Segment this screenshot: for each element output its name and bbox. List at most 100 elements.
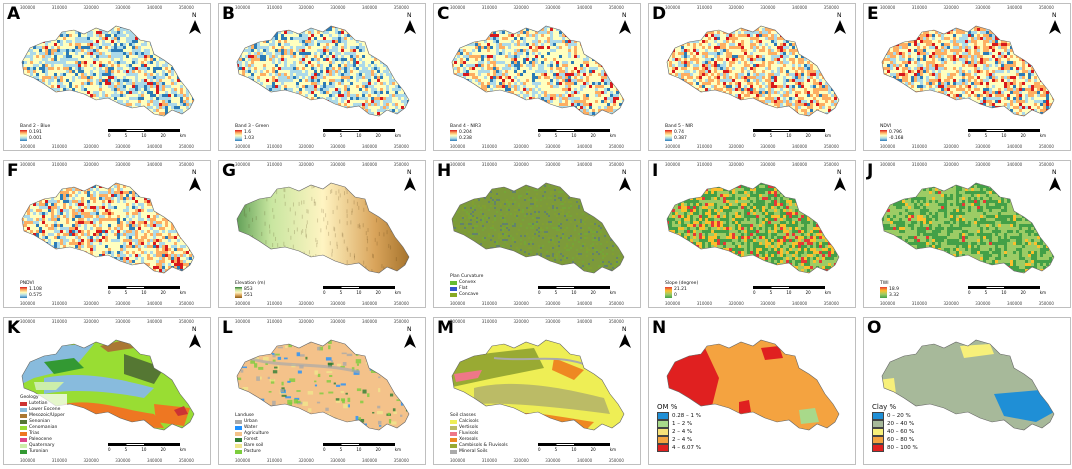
legend-swatch xyxy=(450,426,457,430)
tick-label: 350000 xyxy=(178,144,194,149)
tick-label: 350000 xyxy=(823,301,839,306)
legend: Slope (degree) 21.21 0 xyxy=(663,280,701,299)
legend-item-label: Lower Eocene xyxy=(29,407,61,412)
tick-label: 320000 xyxy=(83,319,99,324)
scale-value: 0 xyxy=(753,133,756,138)
legend-item: 20 – 40 % xyxy=(872,420,918,428)
scale-value: 10 xyxy=(141,290,147,295)
basin-map xyxy=(21,25,195,117)
scale-bar-values: 0 5 10 20 km xyxy=(538,447,616,452)
tick-label: 310000 xyxy=(911,5,928,10)
legend-ramp xyxy=(665,287,672,298)
north-arrow-icon: N xyxy=(1048,169,1062,193)
legend-item-label: Senonian xyxy=(29,419,50,424)
tick-label: 330000 xyxy=(760,162,776,167)
tick-label: 330000 xyxy=(115,301,131,306)
legend-item-label: 40 – 60 % xyxy=(887,429,915,435)
basin-map xyxy=(881,182,1055,274)
legend-value: 0.238 xyxy=(459,136,472,141)
tick-label: 300000 xyxy=(235,162,251,167)
tick-label: 330000 xyxy=(760,301,776,306)
scale-value: 0 xyxy=(108,290,111,295)
tick-label: 310000 xyxy=(481,301,498,306)
tick-label: 350000 xyxy=(393,301,409,306)
tick-label: 300000 xyxy=(880,144,896,149)
tick-label: 310000 xyxy=(696,5,713,10)
legend-item: Mesozoic/Upper xyxy=(20,413,65,419)
legend-swatch xyxy=(20,438,27,442)
tick-label: 350000 xyxy=(393,162,409,167)
north-arrow-icon: N xyxy=(403,169,417,193)
tick-label: 340000 xyxy=(361,144,378,149)
map-panel-n: N OM % 0.28 – 1 % 1 – 2 % 2 – 4 % 2 – 4 % 4 – … xyxy=(648,317,856,465)
tick-label: 340000 xyxy=(791,162,808,167)
legend-swatch xyxy=(20,426,27,430)
scale-bar-graphic xyxy=(968,129,1040,132)
north-arrow-icon: N xyxy=(403,326,417,350)
bottom-axis-ticks: 300000 310000 320000 330000 340000 350000 xyxy=(20,301,194,306)
legend-item: Quaternary xyxy=(20,443,65,449)
tick-label: 330000 xyxy=(330,301,346,306)
legend-item-label: Flat xyxy=(459,286,468,291)
panel-label: E xyxy=(867,4,879,24)
tick-label: 300000 xyxy=(665,144,681,149)
legend-item: 2 – 4 % xyxy=(657,436,701,444)
tick-label: 320000 xyxy=(728,162,744,167)
legend-item-label: Pasture xyxy=(244,449,261,454)
north-arrow-icon: N xyxy=(618,326,632,350)
panel-label: I xyxy=(652,161,659,181)
tick-label: 300000 xyxy=(235,5,251,10)
scale-value: 5 xyxy=(339,133,343,138)
legend-swatch xyxy=(235,444,242,448)
tick-label: 300000 xyxy=(880,162,896,167)
scale-value: 0 xyxy=(108,133,111,138)
legend-item-label: Trias xyxy=(29,431,40,436)
tick-label: 310000 xyxy=(51,319,68,324)
tick-label: 350000 xyxy=(178,301,194,306)
scale-unit: km xyxy=(824,290,831,295)
legend-item-label: Cambisols & Fluvisols xyxy=(459,443,508,448)
bottom-axis-ticks: 300000 310000 320000 330000 340000 350000 xyxy=(235,144,409,149)
legend-item-label: Turonian xyxy=(29,449,49,454)
scale-bar-graphic xyxy=(108,129,180,132)
tick-label: 320000 xyxy=(513,144,529,149)
map-panel-b: B 300000 310000 320000 330000 340000 350000 300… xyxy=(218,3,426,151)
scale-bar-values: 0 5 10 20 km xyxy=(538,290,616,295)
tick-label: 350000 xyxy=(178,458,194,463)
scale-value: 10 xyxy=(786,290,792,295)
scale-value: 5 xyxy=(124,447,128,452)
legend-swatch xyxy=(657,412,669,420)
scale-bar-values: 0 5 10 20 km xyxy=(968,290,1046,295)
legend-item: Concave xyxy=(450,292,483,298)
legend-item: Forest xyxy=(235,437,269,443)
map-panel-l: L 300000 310000 320000 330000 340000 350000 300… xyxy=(218,317,426,465)
tick-label: 300000 xyxy=(450,301,466,306)
tick-label: 330000 xyxy=(975,162,991,167)
legend-title: TWI xyxy=(880,281,889,286)
legend-item: Mineral Soils xyxy=(450,449,508,455)
tick-label: 340000 xyxy=(576,144,593,149)
scale-value: 20 xyxy=(160,290,166,295)
legend-item-label: Fluvisols xyxy=(459,431,479,436)
legend-item: Agriculture xyxy=(235,431,269,437)
scale-value: 20 xyxy=(1020,133,1026,138)
scale-value: 10 xyxy=(786,133,792,138)
tick-label: 350000 xyxy=(608,162,624,167)
tick-label: 350000 xyxy=(393,5,409,10)
legend-ramp xyxy=(880,130,887,141)
scale-bar-values: 0 5 10 20 km xyxy=(323,133,401,138)
legend-item: Paleocene xyxy=(20,437,65,443)
scale-unit: km xyxy=(394,447,401,452)
bottom-axis-ticks: 300000 310000 320000 330000 340000 350000 xyxy=(450,144,624,149)
north-arrow-icon: N xyxy=(188,12,202,36)
scale-value: 10 xyxy=(571,133,577,138)
legend-ramp xyxy=(880,287,887,298)
scale-value: 5 xyxy=(124,133,128,138)
legend-swatch xyxy=(235,426,242,430)
legend-item-label: 60 – 80 % xyxy=(887,437,915,443)
tick-label: 330000 xyxy=(545,319,561,324)
scale-unit: km xyxy=(609,133,616,138)
legend-item: Calcisols xyxy=(450,419,508,425)
legend-swatch xyxy=(657,428,669,436)
top-axis-ticks: 300000 310000 320000 330000 340000 350000 xyxy=(450,319,624,324)
